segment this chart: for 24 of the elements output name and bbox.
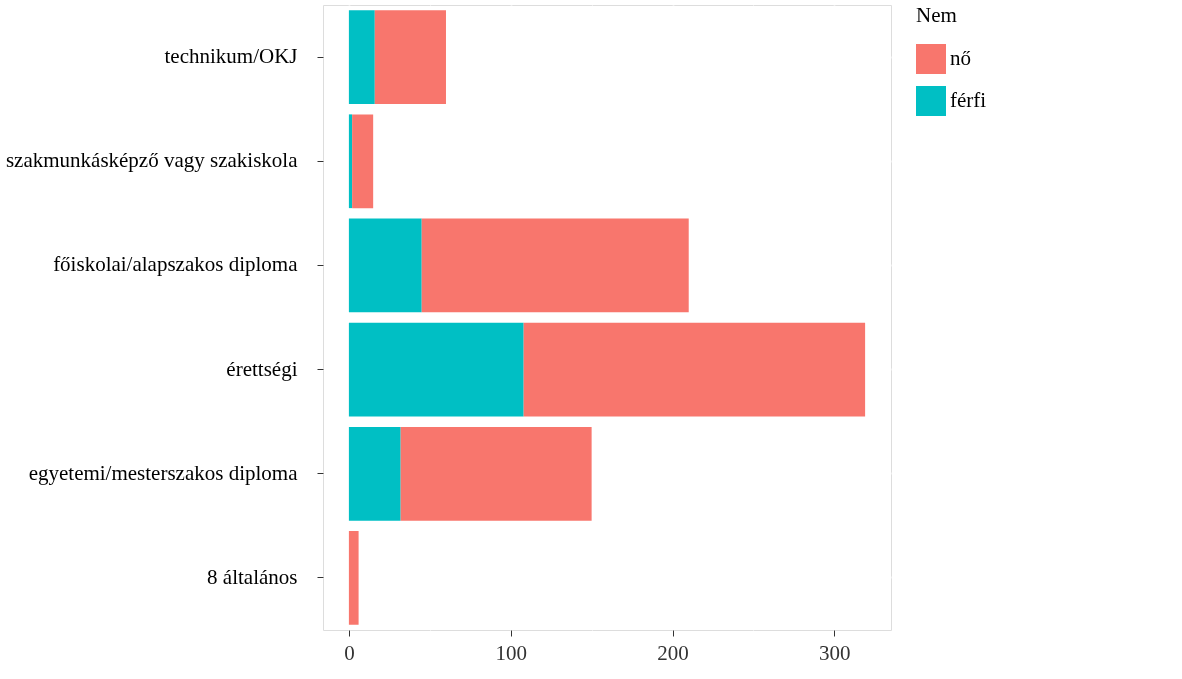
bar: [400, 426, 592, 521]
bar: [374, 10, 446, 104]
y-tick-label: egyetemi/mesterszakos diploma: [28, 460, 299, 485]
bar: [523, 322, 866, 417]
y-tick-label: érettségi: [226, 356, 298, 381]
bar: [352, 114, 374, 209]
bar: [348, 114, 353, 209]
y-tick-label: főiskolai/alapszakos diploma: [53, 252, 299, 277]
x-tick-label: 200: [657, 640, 689, 665]
legend-title: Nem: [916, 3, 957, 27]
bar: [348, 531, 359, 625]
bar: [348, 322, 524, 417]
x-tick-label: 300: [819, 640, 851, 665]
bar: [421, 218, 689, 313]
x-tick-label: 100: [495, 640, 527, 665]
legend-label: férfi: [950, 88, 987, 112]
bar: [348, 10, 375, 104]
y-tick-label: technikum/OKJ: [164, 44, 298, 69]
bar: [348, 426, 401, 521]
x-tick-label: 0: [344, 640, 355, 665]
y-tick-label: 8 általános: [207, 564, 298, 589]
bar: [348, 218, 422, 313]
y-tick-label: szakmunkásképző vagy szakiskola: [5, 148, 299, 173]
legend-label: nő: [950, 46, 971, 70]
